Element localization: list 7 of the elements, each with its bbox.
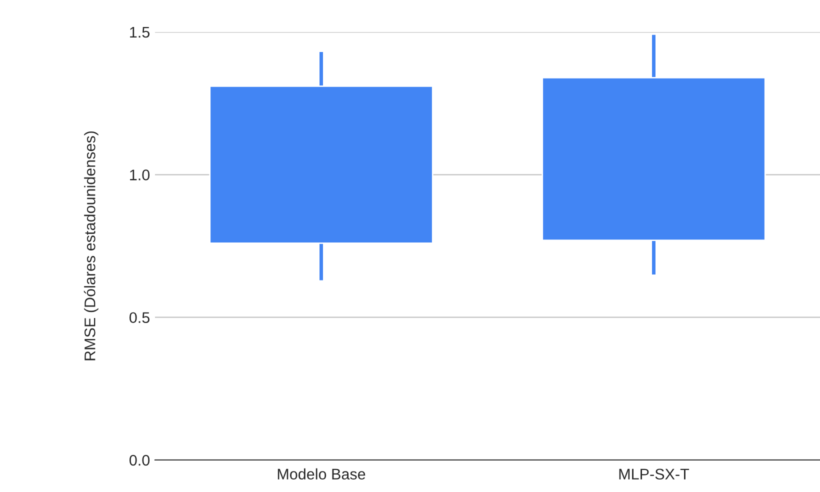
x-tick-label: MLP-SX-T <box>619 468 690 480</box>
y-tick-label: 0.5 <box>130 312 150 324</box>
x-tick-label: Modelo Base <box>278 468 366 480</box>
y-tick-label: 1.0 <box>130 170 150 180</box>
y-tick-label: 0.0 <box>130 454 150 466</box>
y-axis-title: RMSE (Dólares estadounidenses) <box>84 131 98 360</box>
y-tick-label: 1.5 <box>130 27 150 38</box>
